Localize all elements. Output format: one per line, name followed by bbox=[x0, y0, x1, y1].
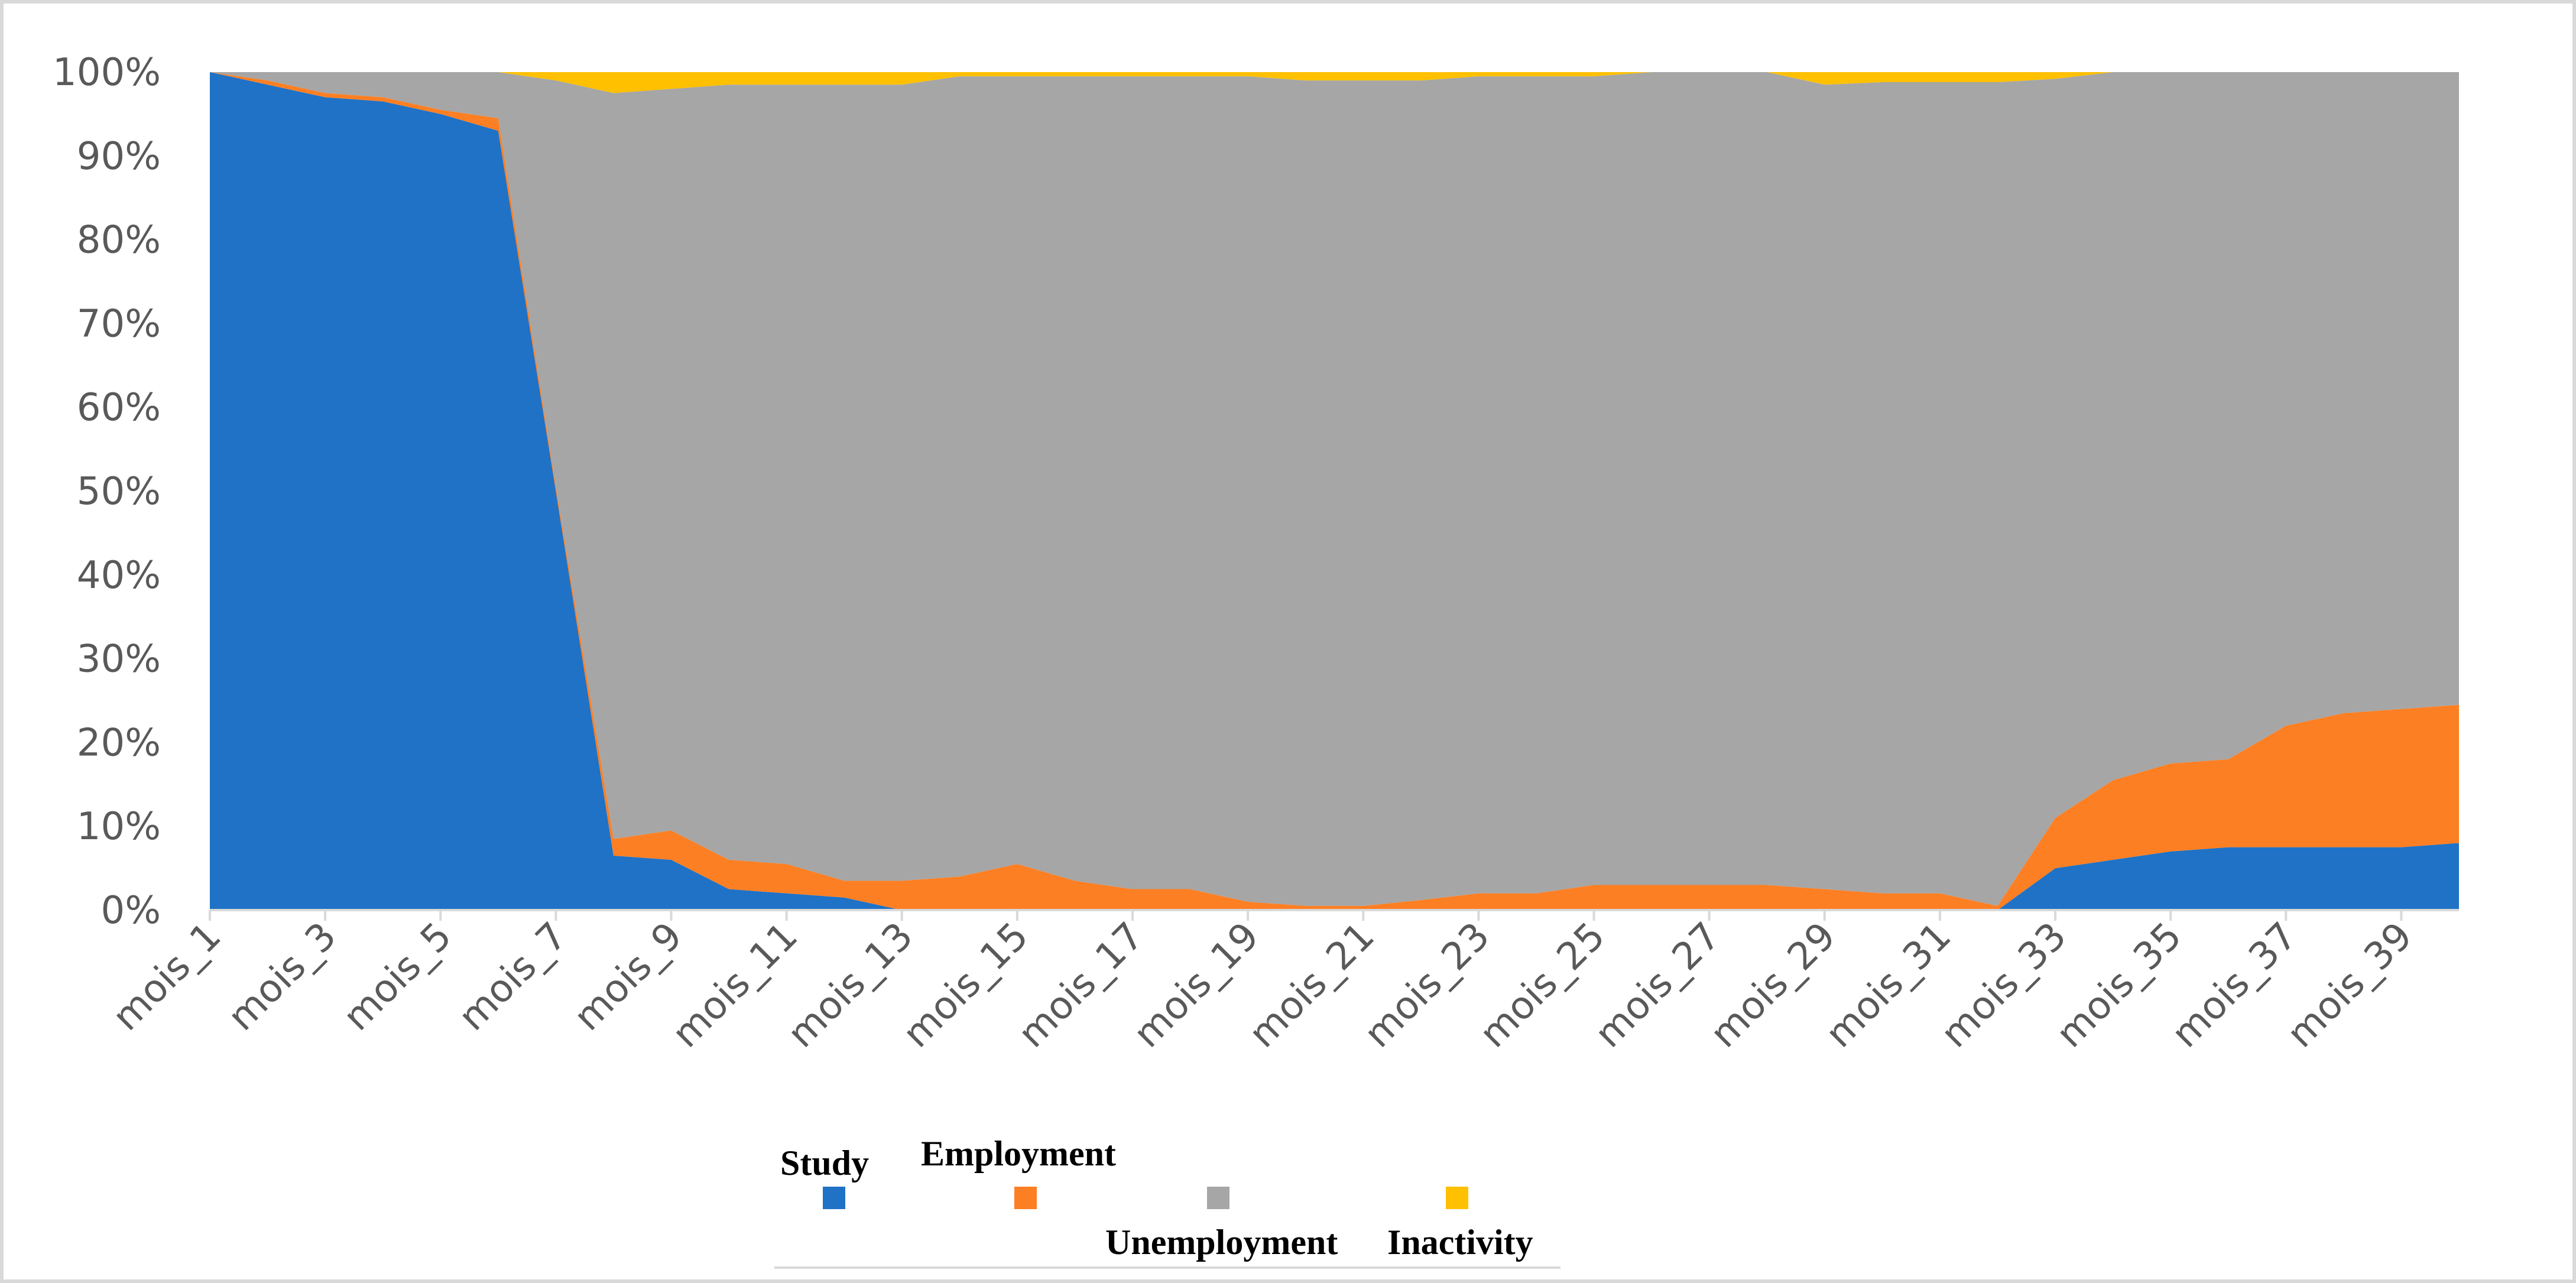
area-series-unemployment bbox=[210, 72, 2459, 906]
x-tick-label: mois_19 bbox=[1125, 914, 1267, 1056]
x-tick-label: mois_21 bbox=[1241, 914, 1383, 1056]
y-tick-label: 70% bbox=[77, 302, 161, 346]
area-series-study bbox=[210, 72, 2459, 910]
y-axis-ticks: 0% 10% 20% 30% 40% 50% 60% 70% 80% 90% 100% bbox=[53, 51, 161, 933]
legend-label-study: Study bbox=[780, 1144, 869, 1183]
x-tick-label: mois_5 bbox=[335, 914, 460, 1040]
x-tick-label: mois_29 bbox=[1702, 914, 1844, 1056]
y-tick-label: 20% bbox=[77, 721, 161, 765]
x-tick-label: mois_25 bbox=[1471, 914, 1613, 1056]
x-tick-label: mois_13 bbox=[780, 914, 922, 1056]
legend-label-unemployment: Unemployment bbox=[1105, 1223, 1338, 1262]
y-tick-label: 30% bbox=[77, 638, 161, 681]
plot-area bbox=[210, 72, 2459, 910]
x-tick-label: mois_7 bbox=[450, 914, 576, 1040]
y-tick-label: 80% bbox=[77, 219, 161, 262]
legend-swatch-study bbox=[823, 1187, 845, 1209]
x-tick-label: mois_35 bbox=[2048, 914, 2190, 1056]
y-tick-label: 50% bbox=[77, 470, 161, 514]
x-tick-label: mois_15 bbox=[895, 914, 1037, 1056]
x-tick-label: mois_3 bbox=[220, 914, 345, 1040]
x-tick-label: mois_31 bbox=[1818, 914, 1959, 1056]
x-tick-label: mois_27 bbox=[1587, 914, 1729, 1056]
y-tick-label: 90% bbox=[77, 135, 161, 178]
legend-swatch-employment bbox=[1014, 1187, 1037, 1209]
x-tick-label: mois_11 bbox=[664, 914, 806, 1056]
y-tick-label: 100% bbox=[53, 51, 161, 95]
legend-label-employment: Employment bbox=[921, 1134, 1116, 1173]
area-series-inactivity bbox=[210, 72, 2459, 93]
legend-label-inactivity: Inactivity bbox=[1387, 1223, 1533, 1262]
x-tick-label: mois_39 bbox=[2279, 914, 2421, 1056]
y-tick-label: 40% bbox=[77, 554, 161, 597]
x-tick-label: mois_1 bbox=[105, 914, 230, 1040]
legend-swatch-unemployment bbox=[1207, 1187, 1229, 1209]
x-tick-label: mois_37 bbox=[2163, 914, 2305, 1056]
y-tick-label: 0% bbox=[100, 889, 161, 933]
x-tick-label: mois_33 bbox=[1933, 914, 2075, 1056]
legend-swatch-inactivity bbox=[1446, 1187, 1468, 1209]
y-tick-label: 10% bbox=[77, 805, 161, 849]
x-tick-label: mois_17 bbox=[1010, 914, 1152, 1056]
legend: Study Employment Unemployment Inactivity bbox=[774, 1134, 1560, 1269]
area-series-employment bbox=[210, 72, 2459, 910]
y-tick-label: 60% bbox=[77, 386, 161, 430]
x-axis-ticks: mois_1mois_3mois_5mois_7mois_9mois_11moi… bbox=[105, 910, 2421, 1056]
x-tick-label: mois_23 bbox=[1356, 914, 1498, 1056]
